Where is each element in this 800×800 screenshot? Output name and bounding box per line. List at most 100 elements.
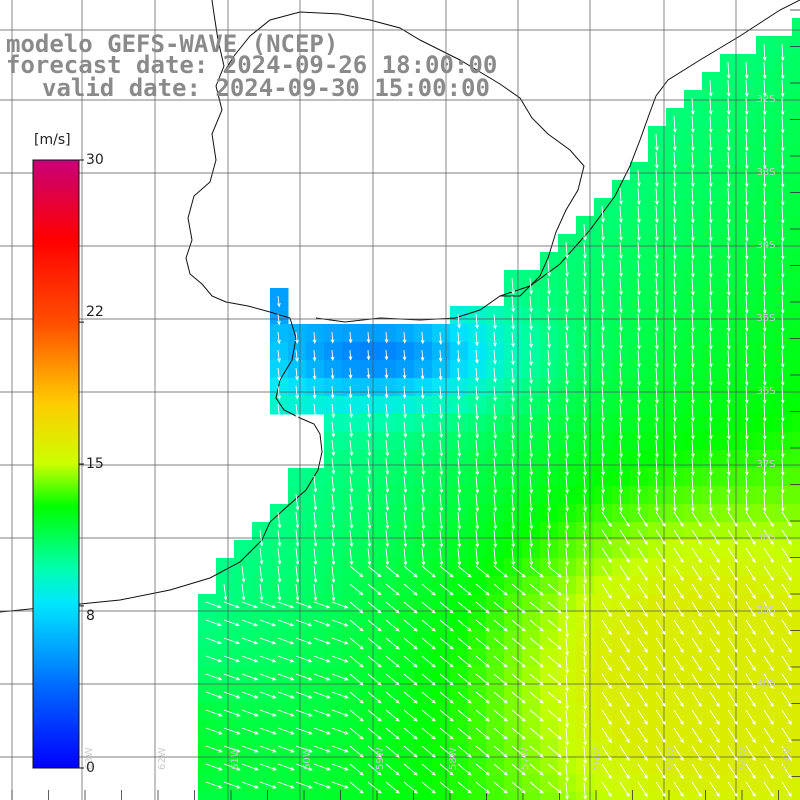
wind-arrow bbox=[655, 331, 658, 349]
wind-speed-cell bbox=[774, 432, 793, 451]
wind-arrow bbox=[259, 727, 277, 735]
wind-arrow bbox=[331, 691, 349, 699]
wind-arrow bbox=[241, 673, 258, 681]
wind-arrow bbox=[259, 763, 277, 771]
wind-arrow bbox=[547, 385, 550, 403]
wind-speed-cell bbox=[270, 756, 289, 775]
wind-speed-cell bbox=[666, 126, 685, 145]
wind-arrow-head bbox=[413, 663, 418, 668]
wind-arrow bbox=[781, 439, 784, 458]
wind-speed-cell bbox=[792, 522, 800, 541]
wind-arrow-head bbox=[539, 663, 544, 668]
wind-arrow-head bbox=[421, 507, 426, 512]
wind-arrow bbox=[727, 673, 738, 689]
wind-arrow bbox=[691, 367, 694, 385]
wind-arrow bbox=[601, 691, 612, 707]
wind-arrow-head bbox=[557, 789, 562, 794]
wind-arrow-head bbox=[690, 381, 695, 386]
wind-arrow bbox=[475, 637, 490, 650]
wind-speed-cell bbox=[360, 468, 379, 487]
wind-arrow-head bbox=[726, 273, 731, 278]
wind-arrow bbox=[475, 313, 478, 329]
wind-arrow-head bbox=[421, 543, 426, 548]
wind-arrow bbox=[745, 493, 748, 511]
wind-arrow-head bbox=[313, 506, 318, 511]
wind-arrow-head bbox=[619, 489, 623, 494]
wind-arrow bbox=[673, 601, 684, 617]
wind-arrow bbox=[601, 295, 604, 313]
wind-arrow bbox=[421, 763, 436, 776]
wind-arrow-head bbox=[236, 785, 241, 789]
wind-arrow bbox=[511, 601, 526, 614]
wind-arrow-head bbox=[547, 507, 552, 512]
wind-arrow-head bbox=[751, 612, 756, 618]
wind-arrow-head bbox=[672, 128, 677, 133]
wind-arrow-head bbox=[493, 342, 497, 348]
wind-arrow-head bbox=[312, 339, 317, 344]
wind-arrow-head bbox=[467, 717, 472, 722]
wind-speed-cell bbox=[252, 702, 271, 721]
wind-arrow bbox=[637, 637, 648, 653]
wind-arrow-head bbox=[457, 471, 462, 476]
wind-arrow-head bbox=[697, 648, 702, 654]
wind-arrow-head bbox=[672, 164, 677, 170]
wind-arrow-head bbox=[583, 597, 588, 602]
wind-arrow-head bbox=[259, 542, 264, 547]
wind-arrow bbox=[637, 277, 640, 295]
wind-arrow bbox=[637, 421, 640, 439]
wind-arrow bbox=[511, 619, 526, 632]
wind-arrow-head bbox=[349, 524, 354, 530]
wind-arrow bbox=[565, 295, 568, 313]
wind-arrow bbox=[493, 421, 496, 439]
wind-arrow-head bbox=[277, 560, 282, 565]
wind-speed-cell bbox=[360, 792, 379, 800]
wind-arrow bbox=[727, 511, 738, 527]
wind-arrow bbox=[223, 691, 240, 699]
wind-arrow bbox=[367, 781, 382, 794]
latitude-label: 38S bbox=[756, 532, 775, 543]
wind-arrow bbox=[493, 547, 496, 565]
wind-arrow-head bbox=[690, 182, 695, 188]
wind-arrow bbox=[709, 421, 712, 439]
wind-speed-cell bbox=[558, 774, 577, 793]
wind-speed-cell bbox=[378, 342, 397, 361]
wind-arrow-head bbox=[395, 663, 400, 668]
wind-arrow-head bbox=[583, 705, 588, 710]
wind-arrow bbox=[781, 151, 784, 169]
wind-arrow bbox=[601, 457, 604, 475]
wind-arrow bbox=[619, 457, 622, 475]
wind-arrow bbox=[763, 169, 766, 187]
wind-arrow bbox=[529, 457, 532, 475]
wind-speed-cell bbox=[540, 396, 559, 415]
wind-arrow bbox=[241, 709, 259, 717]
wind-arrow-head bbox=[708, 237, 713, 242]
wind-arrow-head bbox=[637, 291, 641, 296]
wind-arrow bbox=[601, 511, 612, 527]
wind-arrow bbox=[457, 439, 460, 457]
wind-speed-cell bbox=[288, 558, 307, 577]
wind-speed-cell bbox=[684, 792, 703, 800]
wind-arrow bbox=[277, 403, 281, 419]
wind-arrow bbox=[493, 619, 508, 632]
wind-arrow bbox=[619, 529, 630, 545]
wind-speed-cell bbox=[630, 360, 649, 379]
wind-arrow-head bbox=[565, 489, 570, 494]
wind-arrow-head bbox=[672, 273, 677, 278]
wind-arrow-head bbox=[780, 399, 785, 405]
wind-arrow-head bbox=[583, 417, 587, 422]
wind-arrow bbox=[277, 331, 280, 344]
wind-speed-cell bbox=[198, 702, 217, 721]
wind-arrow bbox=[637, 529, 648, 545]
wind-arrow-head bbox=[726, 381, 731, 387]
wind-speed-cell bbox=[270, 558, 289, 577]
wind-speed-cell bbox=[702, 468, 721, 487]
wind-arrow-head bbox=[529, 525, 534, 530]
wind-arrow-head bbox=[672, 255, 677, 260]
wind-arrow-head bbox=[290, 712, 295, 717]
wind-arrow bbox=[709, 97, 712, 115]
wind-arrow-head bbox=[421, 561, 426, 566]
wind-arrow bbox=[331, 619, 348, 627]
wind-speed-cell bbox=[738, 54, 757, 73]
wind-arrow-head bbox=[679, 666, 684, 672]
wind-arrow bbox=[637, 457, 640, 475]
